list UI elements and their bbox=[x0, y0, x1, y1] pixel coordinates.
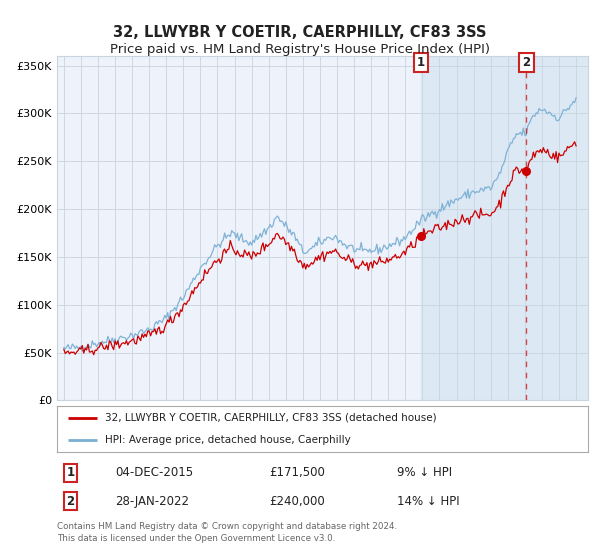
Text: HPI: Average price, detached house, Caerphilly: HPI: Average price, detached house, Caer… bbox=[105, 435, 350, 445]
Text: 2: 2 bbox=[66, 494, 74, 507]
Text: 2: 2 bbox=[522, 56, 530, 69]
Text: 04-DEC-2015: 04-DEC-2015 bbox=[115, 466, 194, 479]
Text: 32, LLWYBR Y COETIR, CAERPHILLY, CF83 3SS: 32, LLWYBR Y COETIR, CAERPHILLY, CF83 3S… bbox=[113, 25, 487, 40]
Text: £171,500: £171,500 bbox=[269, 466, 325, 479]
Text: Contains HM Land Registry data © Crown copyright and database right 2024.
This d: Contains HM Land Registry data © Crown c… bbox=[57, 522, 397, 543]
Text: 1: 1 bbox=[66, 466, 74, 479]
Text: 1: 1 bbox=[417, 56, 425, 69]
Text: 9% ↓ HPI: 9% ↓ HPI bbox=[397, 466, 452, 479]
Text: 14% ↓ HPI: 14% ↓ HPI bbox=[397, 494, 460, 507]
Text: 32, LLWYBR Y COETIR, CAERPHILLY, CF83 3SS (detached house): 32, LLWYBR Y COETIR, CAERPHILLY, CF83 3S… bbox=[105, 413, 436, 423]
Text: £240,000: £240,000 bbox=[269, 494, 325, 507]
Bar bbox=[421, 56, 588, 400]
Text: Price paid vs. HM Land Registry's House Price Index (HPI): Price paid vs. HM Land Registry's House … bbox=[110, 43, 490, 55]
Text: 28-JAN-2022: 28-JAN-2022 bbox=[115, 494, 190, 507]
